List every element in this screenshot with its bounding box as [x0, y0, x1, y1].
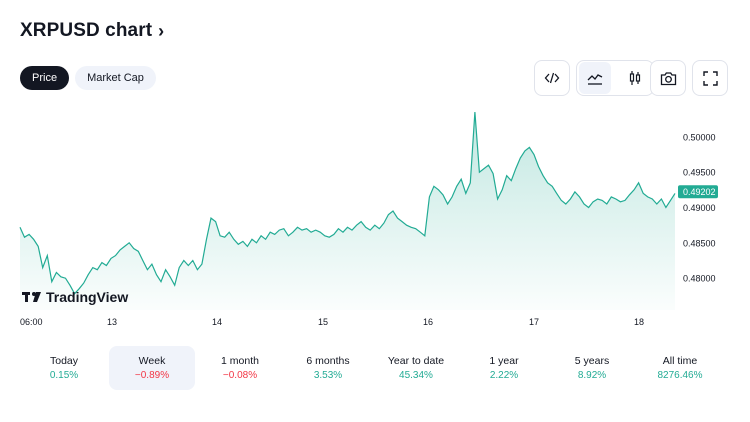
chart-style-switcher	[576, 60, 654, 96]
page-title-text: XRPUSD chart	[20, 20, 153, 41]
period-label: 1 year	[489, 355, 519, 367]
period-year-to-date[interactable]: Year to date 45.34%	[373, 346, 459, 390]
tradingview-logo-icon	[22, 292, 41, 302]
area-chart-icon	[587, 74, 603, 85]
period-change-value: −0.08%	[222, 370, 258, 381]
fullscreen-icon	[702, 70, 718, 86]
period-all-time[interactable]: All time 8276.46%	[637, 346, 723, 390]
period-week[interactable]: Week −0.89%	[109, 346, 195, 390]
candlestick-icon	[629, 71, 641, 85]
tradingview-watermark: TradingView	[22, 289, 128, 305]
watermark-text: TradingView	[46, 289, 128, 305]
x-tick-label: 15	[318, 317, 328, 327]
period-1-month[interactable]: 1 month −0.08%	[197, 346, 283, 390]
period-change-value: 45.34%	[399, 370, 433, 381]
camera-icon	[660, 71, 676, 85]
x-tick-label: 06:00	[20, 317, 43, 327]
last-price-label: 0.49202	[683, 187, 716, 197]
embed-code-icon	[544, 72, 560, 84]
period-label: 5 years	[574, 355, 610, 367]
area-style-button[interactable]	[579, 62, 611, 94]
period-label: All time	[662, 355, 698, 367]
period-change-value: 2.22%	[489, 370, 519, 381]
period-label: Today	[49, 355, 79, 367]
period-label: Week	[138, 355, 166, 367]
period-change-value: 3.53%	[313, 370, 343, 381]
x-tick-label: 16	[423, 317, 433, 327]
x-tick-label: 18	[634, 317, 644, 327]
x-tick-label: 17	[529, 317, 539, 327]
period-label: 6 months	[306, 355, 350, 367]
candles-style-button[interactable]	[619, 62, 651, 94]
y-tick-label: 0.48000	[683, 274, 716, 284]
period-today[interactable]: Today 0.15%	[21, 346, 107, 390]
embed-button[interactable]	[534, 60, 570, 96]
price-area-fill	[20, 112, 675, 310]
y-tick-label: 0.49000	[683, 203, 716, 213]
tab-market-cap[interactable]: Market Cap	[75, 66, 156, 90]
period-change-value: −0.89%	[134, 370, 170, 381]
fullscreen-button[interactable]	[692, 60, 728, 96]
price-line	[19, 112, 676, 295]
snapshot-button[interactable]	[650, 60, 686, 96]
x-tick-label: 13	[107, 317, 117, 327]
chart-mode-tabs: Price Market Cap	[20, 66, 156, 90]
performance-bar: Today 0.15% Week −0.89% 1 month −0.08% 6 month…	[0, 346, 750, 390]
period-change-value: 8276.46%	[657, 370, 703, 381]
y-tick-label: 0.48500	[683, 238, 716, 248]
period-6-months[interactable]: 6 months 3.53%	[285, 346, 371, 390]
period-change-value: 0.15%	[49, 370, 79, 381]
chevron-right-icon: ›	[158, 20, 165, 41]
period-label: Year to date	[387, 355, 445, 367]
y-tick-label: 0.49500	[683, 168, 716, 178]
period-change-value: 8.92%	[577, 370, 607, 381]
period-5-years[interactable]: 5 years 8.92%	[549, 346, 635, 390]
y-tick-label: 0.50000	[683, 132, 716, 142]
period-label: 1 month	[221, 355, 259, 367]
x-tick-label: 14	[212, 317, 222, 327]
period-1-year[interactable]: 1 year 2.22%	[461, 346, 547, 390]
last-price-badge	[678, 185, 718, 199]
tab-price[interactable]: Price	[20, 66, 70, 90]
price-chart[interactable]: 0.48000 0.48500 0.49000 0.49500 0.50000 0.492…	[0, 100, 750, 335]
page-title[interactable]: XRPUSD chart ›	[20, 20, 164, 42]
